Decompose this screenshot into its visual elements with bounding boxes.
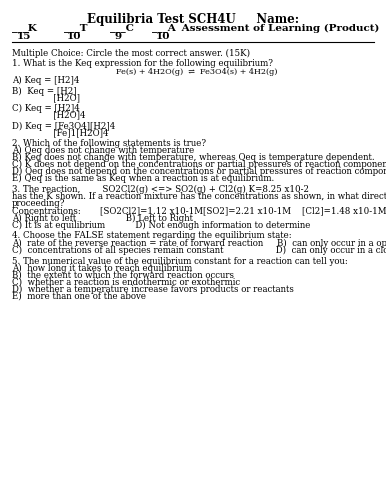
Text: 1. What is the Keq expression for the following equilibrium?: 1. What is the Keq expression for the fo… <box>12 60 273 68</box>
Text: Multiple Choice: Circle the most correct answer. (15K): Multiple Choice: Circle the most correct… <box>12 49 250 58</box>
Text: A)  how long it takes to reach equilibrium: A) how long it takes to reach equilibriu… <box>12 264 192 272</box>
Text: D) Qeq does not depend on the concentrations or partial pressures of reaction co: D) Qeq does not depend on the concentrat… <box>12 167 386 176</box>
Text: proceeding?: proceeding? <box>12 199 65 208</box>
Text: D) Keq = [Fe3O4][H2]4: D) Keq = [Fe3O4][H2]4 <box>12 122 115 130</box>
Text: [H2O]: [H2O] <box>12 94 80 102</box>
Text: D)  whether a temperature increase favors products or reactants: D) whether a temperature increase favors… <box>12 284 293 294</box>
Text: A)  rate of the reverse reaction = rate of forward reaction     B)  can only occ: A) rate of the reverse reaction = rate o… <box>12 238 386 248</box>
Text: 2. Which of the following statements is true?: 2. Which of the following statements is … <box>12 139 206 148</box>
Text: B)  Keq = [H2]: B) Keq = [H2] <box>12 86 76 96</box>
Text: C) Keq = [H2]4: C) Keq = [H2]4 <box>12 104 80 112</box>
Text: 10: 10 <box>156 32 171 41</box>
Text: A) Qeq does not change with temperature: A) Qeq does not change with temperature <box>12 146 194 155</box>
Text: C)  concentrations of all species remain constant                   D)  can only: C) concentrations of all species remain … <box>12 246 386 254</box>
Text: [Fe]1[H2O]4: [Fe]1[H2O]4 <box>12 128 108 138</box>
Text: Assessment of Learning (Product): Assessment of Learning (Product) <box>178 24 379 32</box>
Text: E) Qeq is the same as Keq when a reaction is at equilibrium.: E) Qeq is the same as Keq when a reactio… <box>12 174 274 183</box>
Text: Fe(s) + 4H2O(g)  ⇌  Fe3O4(s) + 4H2(g): Fe(s) + 4H2O(g) ⇌ Fe3O4(s) + 4H2(g) <box>116 68 277 76</box>
Text: C) It is at equilibrium           D) Not enough information to determine: C) It is at equilibrium D) Not enough in… <box>12 220 310 230</box>
Text: 3. The reaction,        SO2Cl2(g) <=> SO2(g) + Cl2(g) K=8.25 x10-2: 3. The reaction, SO2Cl2(g) <=> SO2(g) + … <box>12 185 308 194</box>
Text: A) Right to left                  B) Left to Right: A) Right to left B) Left to Right <box>12 214 193 222</box>
Text: B)  the extent to which the forward reaction occurs: B) the extent to which the forward react… <box>12 270 234 280</box>
Text: ___T: ___T <box>64 24 87 32</box>
Text: C)  whether a reaction is endothermic or exothermic: C) whether a reaction is endothermic or … <box>12 278 240 286</box>
Text: E)  more than one of the above: E) more than one of the above <box>12 292 146 300</box>
Text: Equilibria Test SCH4U     Name:: Equilibria Test SCH4U Name: <box>87 13 299 26</box>
Text: 15: 15 <box>16 32 30 41</box>
Text: [H2O]4: [H2O]4 <box>12 110 85 120</box>
Text: C) K does not depend on the concentrations or partial pressures of reaction comp: C) K does not depend on the concentratio… <box>12 160 386 169</box>
Text: 10: 10 <box>66 32 81 41</box>
Text: ___A: ___A <box>152 24 176 32</box>
Text: 5. The numerical value of the equilibrium constant for a reaction can tell you:: 5. The numerical value of the equilibriu… <box>12 256 347 266</box>
Text: ___K: ___K <box>12 24 36 32</box>
Text: 4. Choose the FALSE statement regarding the equilibrium state:: 4. Choose the FALSE statement regarding … <box>12 232 291 240</box>
Text: A) Keq = [H2]4: A) Keq = [H2]4 <box>12 76 79 84</box>
Text: 9: 9 <box>114 32 121 41</box>
Text: ___C: ___C <box>110 24 134 32</box>
Text: has the K shown. If a reaction mixture has the concentrations as shown, in what : has the K shown. If a reaction mixture h… <box>12 192 386 201</box>
Text: B) Keq does not change with temperature, whereas Qeq is temperature dependent.: B) Keq does not change with temperature,… <box>12 153 374 162</box>
Text: Concentrations:       [SO2Cl2]=1.12 x10-1M[SO2]=2.21 x10-1M    [Cl2]=1.48 x10-1M: Concentrations: [SO2Cl2]=1.12 x10-1M[SO2… <box>12 206 386 216</box>
